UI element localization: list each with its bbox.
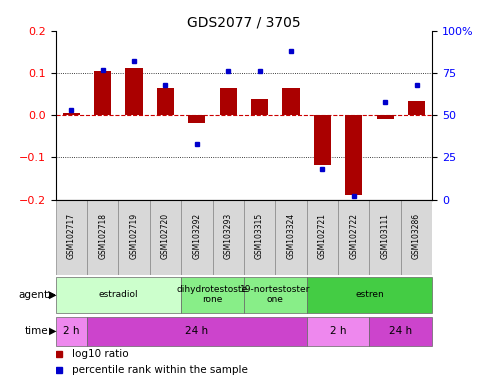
Text: ▶: ▶ bbox=[49, 326, 57, 336]
Text: GSM103292: GSM103292 bbox=[192, 213, 201, 259]
Bar bbox=[181, 276, 244, 313]
Bar bbox=[408, 101, 425, 115]
Text: GSM102721: GSM102721 bbox=[318, 213, 327, 258]
Bar bbox=[63, 113, 80, 115]
Bar bbox=[56, 316, 87, 346]
Text: time: time bbox=[25, 326, 48, 336]
Bar bbox=[314, 115, 331, 165]
Text: GSM103286: GSM103286 bbox=[412, 213, 421, 259]
Text: GSM102718: GSM102718 bbox=[98, 213, 107, 258]
Text: GSM102720: GSM102720 bbox=[161, 213, 170, 259]
Text: 24 h: 24 h bbox=[185, 326, 208, 336]
Text: 19-nortestoster
one: 19-nortestoster one bbox=[240, 285, 311, 305]
Bar bbox=[377, 115, 394, 119]
Bar bbox=[244, 276, 307, 313]
Text: log10 ratio: log10 ratio bbox=[72, 349, 129, 359]
Text: estren: estren bbox=[355, 290, 384, 299]
Bar bbox=[118, 200, 150, 275]
Title: GDS2077 / 3705: GDS2077 / 3705 bbox=[187, 16, 301, 30]
Bar bbox=[307, 276, 432, 313]
Bar bbox=[157, 88, 174, 115]
Bar bbox=[244, 200, 275, 275]
Bar bbox=[126, 68, 142, 115]
Bar bbox=[283, 88, 299, 115]
Bar bbox=[181, 200, 213, 275]
Bar bbox=[307, 200, 338, 275]
Text: agent: agent bbox=[18, 290, 48, 300]
Bar bbox=[369, 200, 401, 275]
Text: 24 h: 24 h bbox=[389, 326, 412, 336]
Bar bbox=[220, 88, 237, 115]
Bar bbox=[188, 115, 205, 123]
Bar bbox=[401, 200, 432, 275]
Text: GSM103293: GSM103293 bbox=[224, 212, 233, 259]
Text: GSM102717: GSM102717 bbox=[67, 213, 76, 259]
Bar bbox=[338, 200, 369, 275]
Bar bbox=[56, 200, 87, 275]
Bar bbox=[307, 316, 369, 346]
Bar bbox=[94, 71, 111, 115]
Bar bbox=[87, 316, 307, 346]
Text: GSM102719: GSM102719 bbox=[129, 213, 139, 259]
Text: GSM103111: GSM103111 bbox=[381, 213, 390, 258]
Text: percentile rank within the sample: percentile rank within the sample bbox=[72, 365, 248, 375]
Bar bbox=[150, 200, 181, 275]
Text: ▶: ▶ bbox=[49, 290, 57, 300]
Text: 2 h: 2 h bbox=[330, 326, 346, 336]
Text: GSM103315: GSM103315 bbox=[255, 212, 264, 259]
Text: estradiol: estradiol bbox=[99, 290, 138, 299]
Bar bbox=[345, 115, 362, 195]
Bar bbox=[251, 99, 268, 115]
Bar bbox=[213, 200, 244, 275]
Bar bbox=[275, 200, 307, 275]
Text: 2 h: 2 h bbox=[63, 326, 80, 336]
Bar bbox=[56, 276, 181, 313]
Text: dihydrotestoste
rone: dihydrotestoste rone bbox=[177, 285, 248, 305]
Bar bbox=[369, 316, 432, 346]
Text: GSM102722: GSM102722 bbox=[349, 213, 358, 258]
Text: GSM103324: GSM103324 bbox=[286, 212, 296, 259]
Bar bbox=[87, 200, 118, 275]
